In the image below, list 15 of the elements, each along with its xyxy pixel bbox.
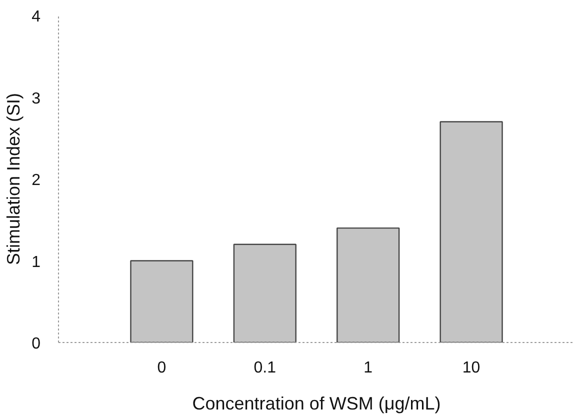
y-axis-title: Stimulation Index (SI) (4, 92, 24, 266)
bar (130, 260, 194, 342)
bar (440, 121, 503, 342)
x-tick-label: 1 (364, 360, 373, 376)
y-tick-label: 4 (32, 8, 41, 26)
y-tick-label: 0 (32, 336, 41, 352)
bar (233, 244, 296, 342)
x-tick-label: 0.1 (254, 360, 276, 376)
x-axis-title: Concentration of WSM (μg/mL) (192, 394, 441, 414)
bar (336, 227, 400, 342)
x-tick-label: 10 (462, 360, 480, 376)
y-tick-label: 1 (32, 254, 41, 271)
y-tick-label: 2 (32, 172, 41, 189)
x-tick-label: 0 (157, 360, 166, 376)
y-tick-label: 3 (32, 90, 41, 108)
